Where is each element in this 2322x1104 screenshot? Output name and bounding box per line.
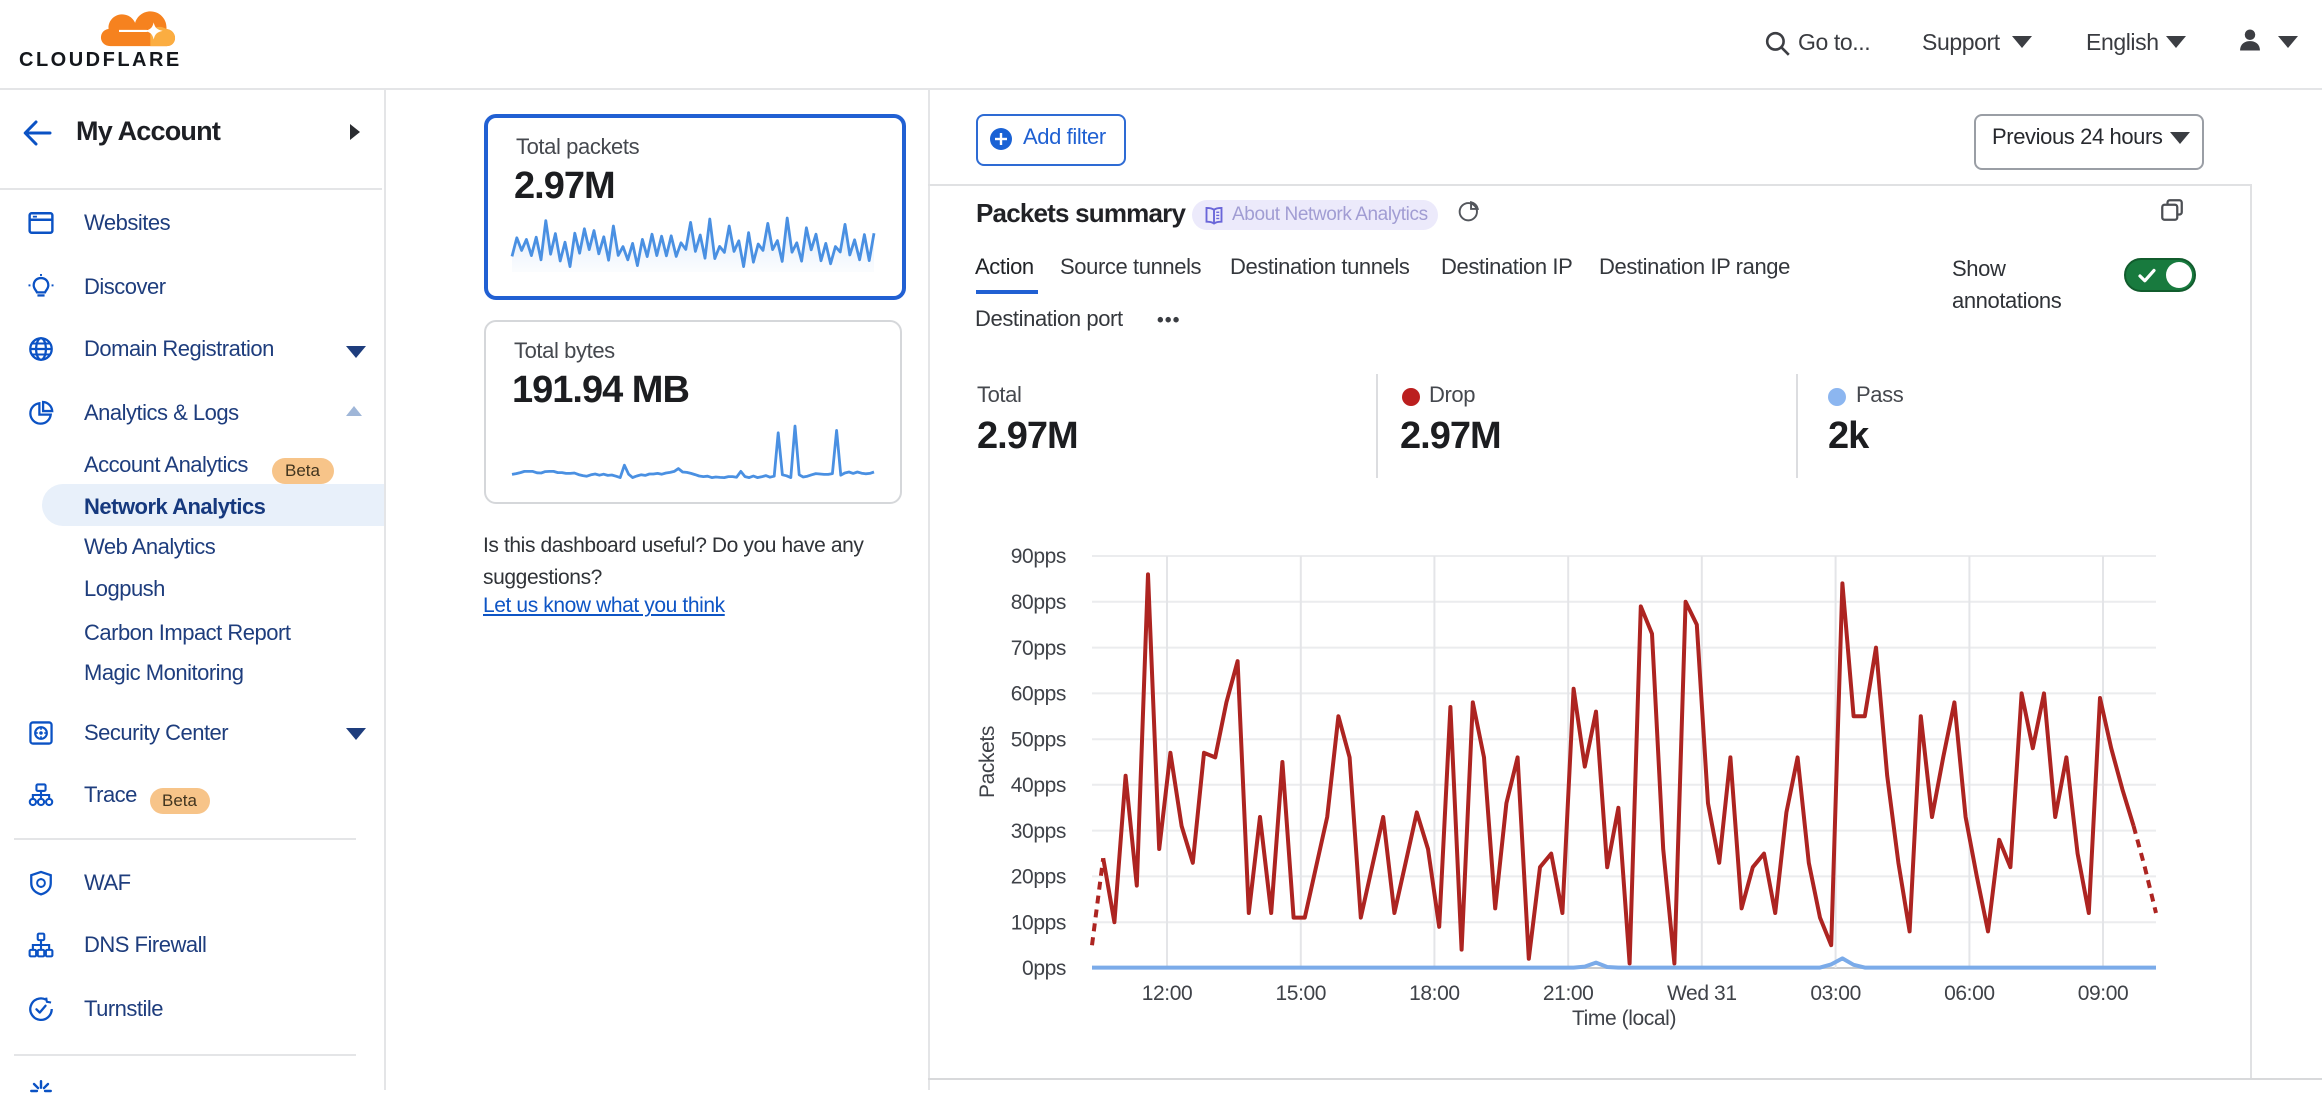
svg-text:Packets: Packets — [976, 726, 999, 798]
svg-text:Time (local): Time (local) — [1572, 1007, 1676, 1030]
svg-text:10pps: 10pps — [1011, 911, 1066, 934]
svg-text:09:00: 09:00 — [2078, 982, 2129, 1005]
svg-text:30pps: 30pps — [1011, 820, 1066, 843]
svg-text:40pps: 40pps — [1011, 774, 1066, 797]
svg-text:12:00: 12:00 — [1142, 982, 1193, 1005]
svg-text:06:00: 06:00 — [1944, 982, 1995, 1005]
svg-text:0pps: 0pps — [1022, 957, 1066, 980]
svg-text:21:00: 21:00 — [1543, 982, 1594, 1005]
svg-text:70pps: 70pps — [1011, 637, 1066, 660]
svg-text:50pps: 50pps — [1011, 728, 1066, 751]
svg-text:03:00: 03:00 — [1810, 982, 1861, 1005]
svg-text:18:00: 18:00 — [1409, 982, 1460, 1005]
svg-text:80pps: 80pps — [1011, 591, 1066, 614]
svg-text:Wed 31: Wed 31 — [1667, 982, 1737, 1005]
svg-text:60pps: 60pps — [1011, 683, 1066, 706]
svg-text:15:00: 15:00 — [1276, 982, 1327, 1005]
svg-text:90pps: 90pps — [1011, 545, 1066, 568]
svg-text:20pps: 20pps — [1011, 866, 1066, 889]
